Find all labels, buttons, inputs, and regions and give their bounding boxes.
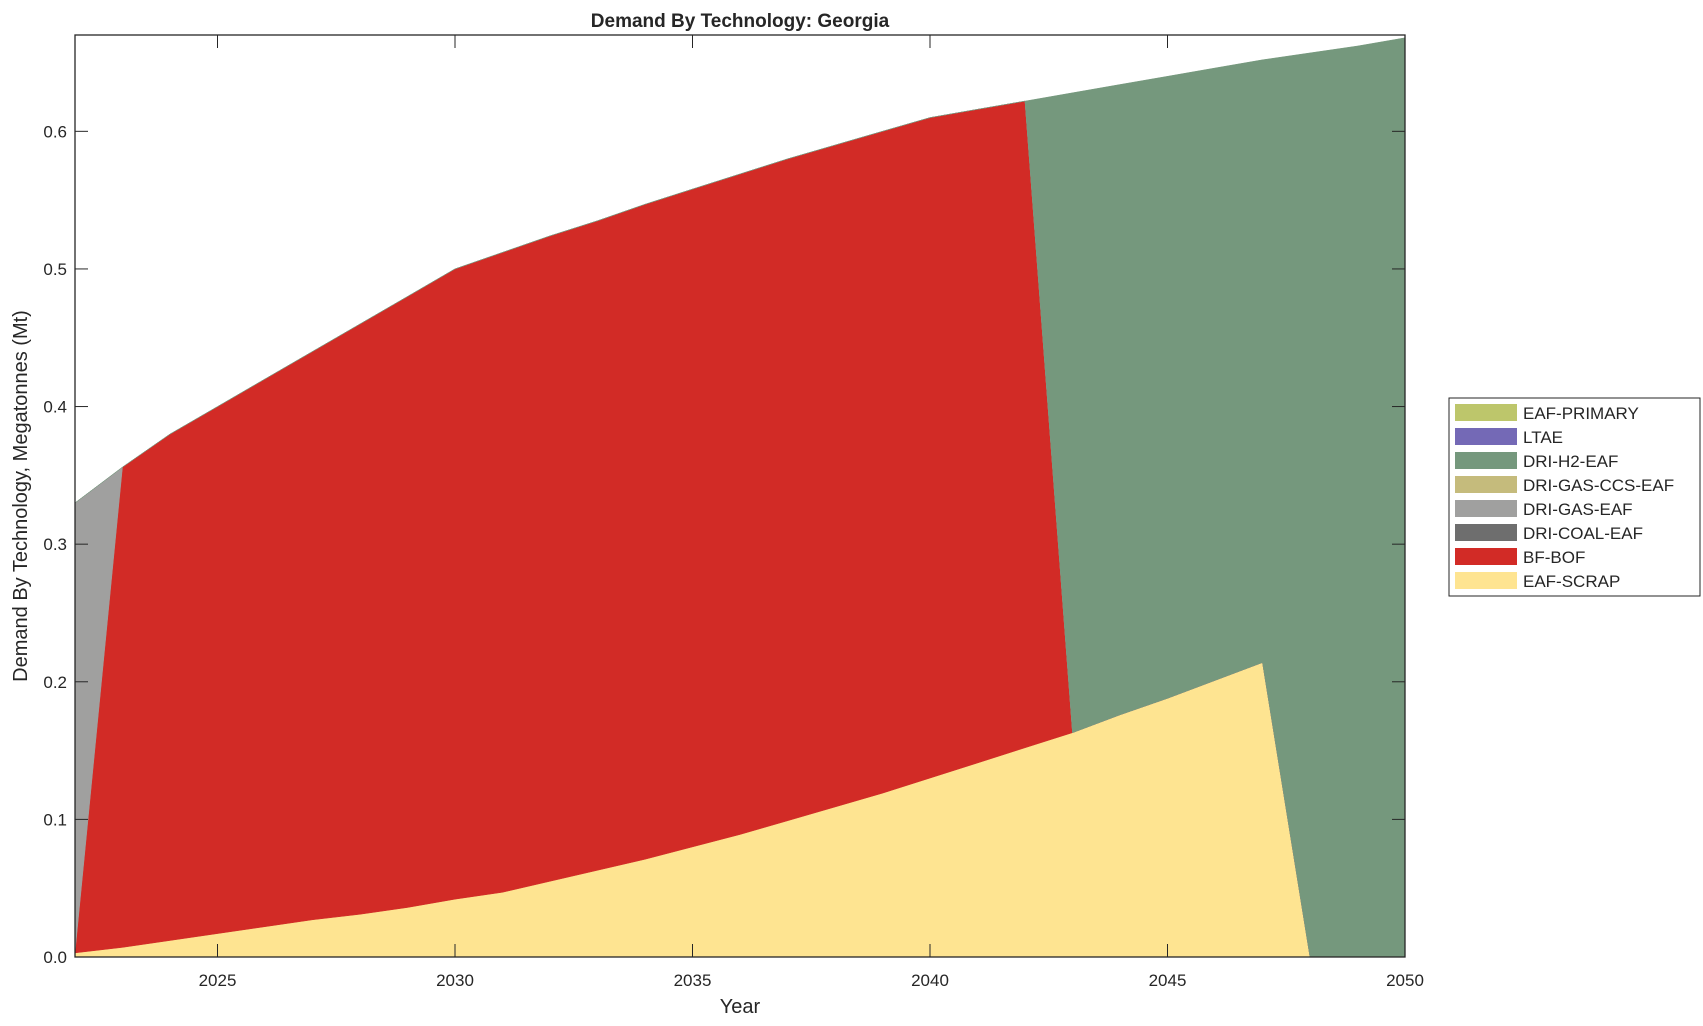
y-tick-label: 0.1 xyxy=(43,810,67,829)
x-tick-label: 2050 xyxy=(1386,971,1424,990)
legend: EAF-PRIMARY LTAE DRI-H2-EAF DRI-GAS-CCS-EAF… xyxy=(1448,397,1701,597)
legend-swatch-dri-h2-eaf xyxy=(1455,452,1517,469)
y-axis-label: Demand By Technology, Megatonnes (Mt) xyxy=(10,310,32,682)
legend-label-dri-coal-eaf: DRI-COAL-EAF xyxy=(1523,524,1643,543)
x-tick-label: 2045 xyxy=(1149,971,1187,990)
x-tick-label: 2030 xyxy=(436,971,474,990)
y-tick-label: 0.4 xyxy=(43,398,67,417)
legend-swatch-dri-coal-eaf xyxy=(1455,524,1517,541)
chart-title: Demand By Technology: Georgia xyxy=(591,11,890,32)
legend-label-eaf-scrap: EAF-SCRAP xyxy=(1523,572,1620,591)
legend-swatch-ltae xyxy=(1455,428,1517,445)
y-tick-label: 0.6 xyxy=(43,122,67,141)
legend-swatch-dri-gas-eaf xyxy=(1455,500,1517,517)
legend-label-dri-h2-eaf: DRI-H2-EAF xyxy=(1523,452,1618,471)
legend-swatch-eaf-scrap xyxy=(1455,572,1517,589)
legend-label-eaf-primary: EAF-PRIMARY xyxy=(1523,404,1639,423)
axes: 2025 2030 2035 2040 2045 2050 0.0 0.1 0.2 0.3 0.4 0… xyxy=(43,34,1424,990)
y-tick-label: 0.3 xyxy=(43,535,67,554)
legend-label-dri-gas-ccs-eaf: DRI-GAS-CCS-EAF xyxy=(1523,476,1674,495)
x-tick-label: 2035 xyxy=(674,971,712,990)
legend-label-bf-bof: BF-BOF xyxy=(1523,548,1585,567)
y-tick-label: 0.5 xyxy=(43,260,67,279)
legend-swatch-dri-gas-ccs-eaf xyxy=(1455,476,1517,493)
plot-frame xyxy=(74,34,1406,958)
y-tick-label: 0.2 xyxy=(43,673,67,692)
x-tick-label: 2040 xyxy=(911,971,949,990)
legend-swatch-bf-bof xyxy=(1455,548,1517,565)
x-axis-label: Year xyxy=(720,996,761,1018)
legend-swatch-eaf-primary xyxy=(1455,404,1517,421)
y-tick-label: 0.0 xyxy=(43,948,67,967)
legend-label-dri-gas-eaf: DRI-GAS-EAF xyxy=(1523,500,1633,519)
legend-label-ltae: LTAE xyxy=(1523,428,1563,447)
area-layers xyxy=(74,37,1406,958)
x-tick-label: 2025 xyxy=(199,971,237,990)
